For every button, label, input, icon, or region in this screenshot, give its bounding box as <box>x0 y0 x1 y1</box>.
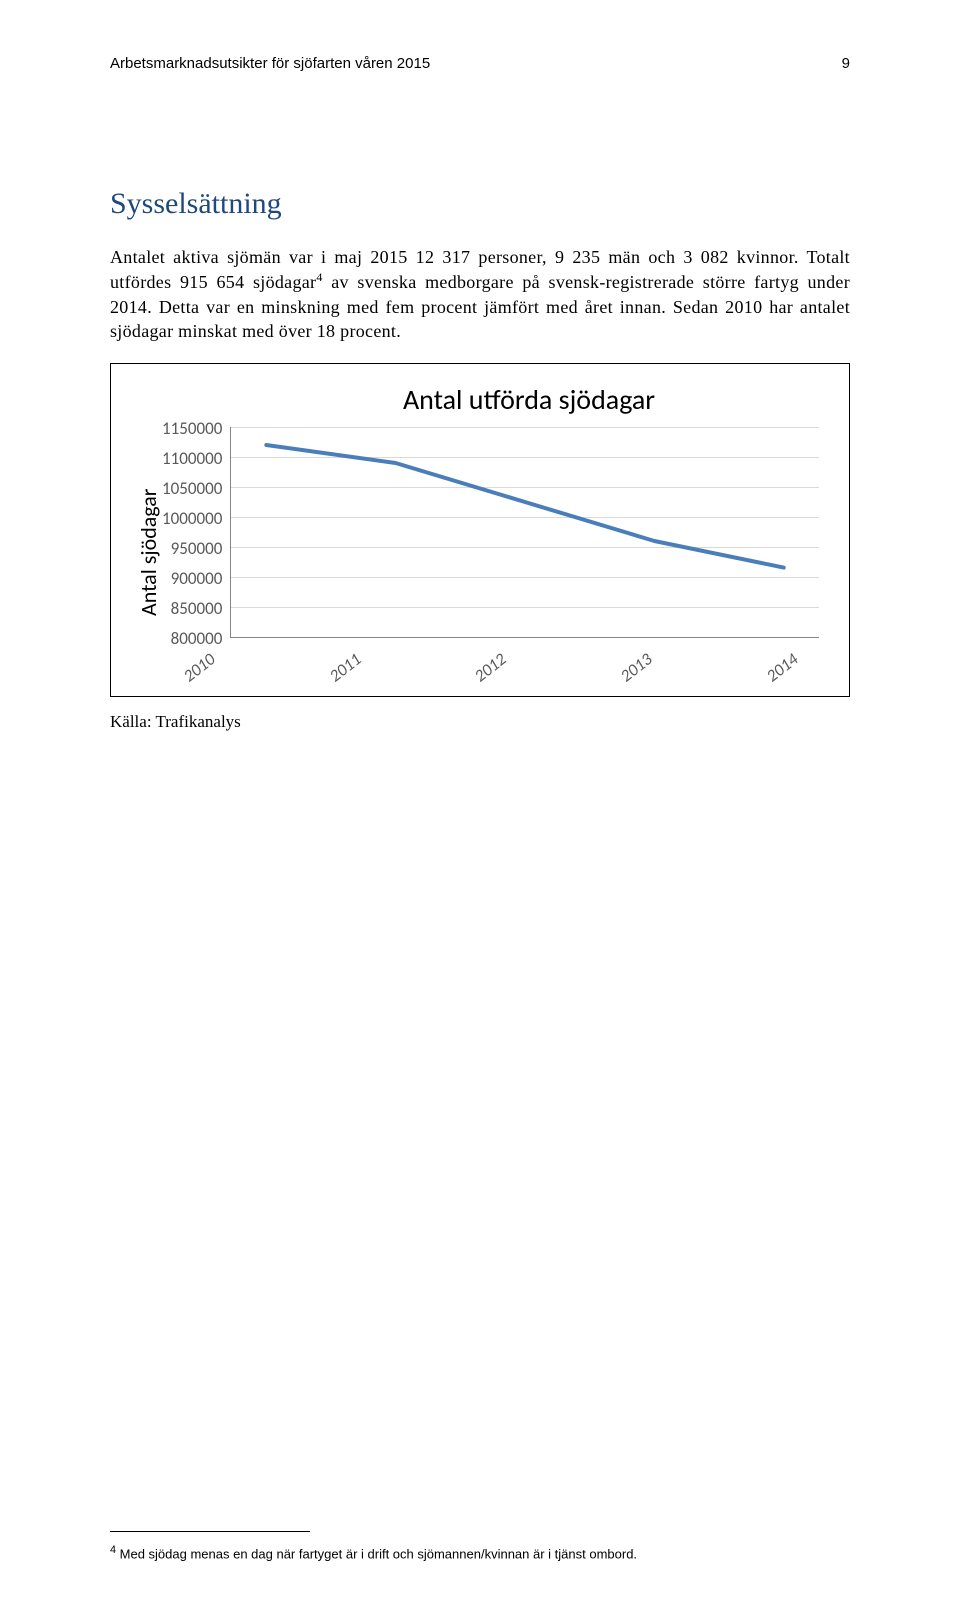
page: Arbetsmarknadsutsikter för sjöfarten vår… <box>0 0 960 1611</box>
section-title: Sysselsättning <box>110 187 850 221</box>
y-tick: 1050000 <box>162 478 222 499</box>
y-tick: 900000 <box>162 568 222 589</box>
x-tick: 2013 <box>616 649 656 687</box>
chart-inner: Antal sjödagar 1150000 1100000 1050000 1… <box>129 427 819 678</box>
y-tick: 1000000 <box>162 508 222 529</box>
y-tick: 850000 <box>162 598 222 619</box>
x-tick: 2012 <box>470 649 510 687</box>
y-tick: 1100000 <box>162 448 222 469</box>
header-title: Arbetsmarknadsutsikter för sjöfarten vår… <box>110 55 430 72</box>
x-tick: 2014 <box>762 649 802 687</box>
y-tick: 950000 <box>162 538 222 559</box>
chart-container: Antal utförda sjödagar Antal sjödagar 11… <box>110 363 850 697</box>
y-axis-ticks: 1150000 1100000 1050000 1000000 950000 9… <box>162 418 230 649</box>
plot-area <box>230 427 819 638</box>
body-paragraph: Antalet aktiva sjömän var i maj 2015 12 … <box>110 245 850 343</box>
footnote-rule <box>110 1531 310 1532</box>
y-tick: 800000 <box>162 628 222 649</box>
x-tick: 2010 <box>179 649 219 687</box>
y-tick: 1150000 <box>162 418 222 439</box>
footnote-block: 4 Med sjödag menas en dag när fartyget ä… <box>110 1531 850 1561</box>
footnote-text: 4 Med sjödag menas en dag när fartyget ä… <box>110 1544 850 1561</box>
running-header: Arbetsmarknadsutsikter för sjöfarten vår… <box>110 55 850 72</box>
chart-title: Antal utförda sjödagar <box>239 382 819 417</box>
footnote-body: Med sjödag menas en dag när fartyget är … <box>116 1546 637 1561</box>
x-tick: 2011 <box>325 649 365 687</box>
header-page-number: 9 <box>842 55 850 72</box>
chart-source: Källa: Trafikanalys <box>110 712 850 732</box>
x-axis-ticks: 2010 2011 2012 2013 2014 <box>162 657 819 678</box>
plot-column: 1150000 1100000 1050000 1000000 950000 9… <box>162 427 819 678</box>
y-axis-label: Antal sjödagar <box>129 427 162 678</box>
series-line <box>231 427 819 637</box>
plot-row: 1150000 1100000 1050000 1000000 950000 9… <box>162 427 819 649</box>
